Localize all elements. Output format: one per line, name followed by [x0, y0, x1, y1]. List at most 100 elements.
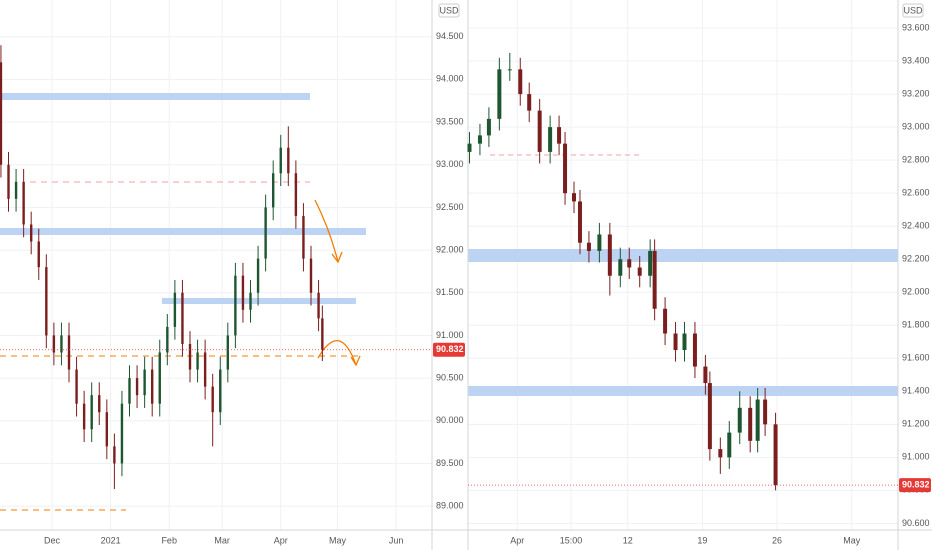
currency-box: [902, 3, 924, 18]
candle-body: [143, 369, 146, 396]
x-tick-label: 19: [697, 535, 707, 545]
candle-body: [507, 69, 512, 71]
arrow: [317, 339, 361, 367]
x-tick-label: Jun: [389, 535, 404, 545]
drawings: [0, 93, 898, 511]
zone: [468, 386, 898, 396]
candle-body: [128, 378, 131, 404]
candle-body: [577, 201, 582, 243]
x-tick-label: Apr: [274, 535, 288, 545]
zone: [0, 228, 366, 235]
candle-body: [37, 241, 40, 268]
last-price-label: 90.832: [436, 344, 464, 354]
y-tick-label: 91.200: [902, 419, 930, 429]
last-price-box: [433, 342, 465, 357]
grid-layer: [0, 0, 898, 530]
candle-body: [45, 267, 48, 336]
candle-body: [748, 407, 753, 441]
candle-body: [486, 118, 491, 136]
zone: [468, 249, 898, 262]
candle-body: [219, 369, 222, 413]
candle-body: [279, 147, 282, 174]
candle-body: [302, 215, 305, 259]
y-tick-label: 92.200: [902, 254, 930, 264]
candle-body: [256, 258, 260, 293]
candle-body: [557, 127, 562, 144]
y-tick-label: 92.500: [436, 202, 464, 212]
candle-body: [264, 207, 267, 259]
candle-body: [607, 234, 612, 276]
candle-body: [294, 173, 298, 216]
zone: [0, 93, 310, 100]
candle-body: [627, 259, 632, 268]
candle-body: [586, 242, 591, 251]
candle-body: [67, 335, 71, 370]
candle-body: [22, 181, 25, 225]
candle-body: [648, 250, 653, 276]
candle-body: [692, 333, 697, 367]
candle-body: [467, 143, 472, 152]
candle-body: [60, 335, 63, 353]
y-tick-label: 90.600: [902, 518, 930, 528]
x-tick-label: Dec: [44, 535, 61, 545]
candle-body: [82, 403, 86, 430]
candle-body: [52, 335, 56, 353]
candle-body: [321, 318, 324, 350]
candle-body: [727, 432, 732, 458]
arrow: [314, 199, 343, 264]
candle-body: [150, 369, 154, 404]
candle-body: [673, 333, 678, 351]
candle-body: [618, 259, 623, 276]
y-tick-label: 90.500: [436, 372, 464, 382]
y-tick-label: 92.600: [902, 188, 930, 198]
candle-body: [737, 407, 742, 433]
y-tick-label: 91.600: [902, 353, 930, 363]
x-tick-label: Apr: [510, 535, 524, 545]
candle-body: [271, 173, 275, 208]
y-tick-label: 91.400: [902, 386, 930, 396]
x-tick-label: May: [843, 535, 861, 545]
y-tick-label: 91.500: [436, 287, 464, 297]
y-tick-label: 90.000: [436, 415, 464, 425]
candle-body: [773, 424, 778, 486]
y-tick-label: 93.200: [902, 88, 930, 98]
candle-body: [120, 403, 124, 464]
y-tick-label: 93.600: [902, 22, 930, 32]
last-price-label: 90.832: [902, 479, 930, 489]
x-tick-label: Mar: [214, 535, 230, 545]
candle-body: [158, 352, 161, 404]
candle-body: [763, 399, 768, 425]
candle-body: [572, 193, 577, 202]
candle-body: [166, 326, 169, 353]
last-price-box: [899, 478, 931, 493]
y-tick-label: 91.000: [902, 452, 930, 462]
candle-body: [287, 147, 290, 174]
candle-body: [196, 352, 199, 370]
candle-body: [29, 224, 33, 242]
candle-body: [497, 69, 502, 119]
y-tick-label: 93.000: [902, 122, 930, 132]
x-tick-label: Feb: [161, 535, 177, 545]
candle-body: [105, 412, 109, 447]
y-tick-label: 92.800: [902, 155, 930, 165]
candle-body: [597, 234, 602, 251]
candle-body: [309, 258, 313, 293]
zone: [162, 298, 356, 304]
candle-body: [203, 352, 207, 387]
candle-body: [637, 267, 642, 276]
candle-body: [249, 292, 252, 310]
y-tick-label: 91.800: [902, 320, 930, 330]
candle-body: [173, 292, 177, 327]
candle-body: [718, 449, 723, 458]
candle-body: [548, 127, 553, 152]
candle-body: [703, 366, 708, 384]
y-tick-label: 89.000: [436, 500, 464, 510]
x-tick-label: 2021: [101, 535, 121, 545]
y-tick-label: 89.500: [436, 458, 464, 468]
currency: USD: [903, 5, 923, 15]
y-tick-label: 94.000: [436, 74, 464, 84]
candle-body: [75, 369, 78, 404]
y-tick-label: 93.500: [436, 116, 464, 126]
